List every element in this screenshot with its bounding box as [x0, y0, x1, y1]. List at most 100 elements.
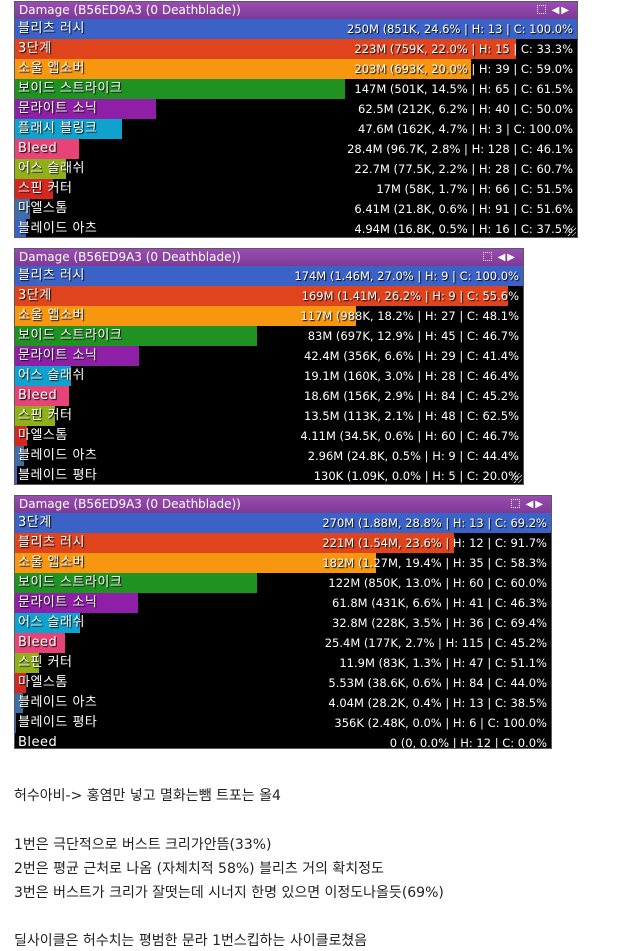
damage-bar	[15, 39, 517, 59]
meter-row[interactable]: 소울 앱소버 203M (693K, 20.0% | H: 39 | C: 59.…	[15, 59, 577, 79]
damage-bar	[15, 306, 357, 326]
meter-row[interactable]: 블레이드 아츠 4.04M (28.2K, 0.4% | H: 13 | C: 3…	[15, 693, 551, 713]
meter-row[interactable]: 보이드 스트라이크 147M (501K, 14.5% | H: 65 | C: …	[15, 79, 577, 99]
damage-bar	[15, 119, 122, 139]
comment-line: 허수아비-> 홍염만 넣고 멸화는뺌 트포는 올4	[14, 788, 281, 804]
meter-row[interactable]: 블리츠 러시 250M (851K, 24.6% | H: 13 | C: 100…	[15, 19, 577, 39]
meter-title: Damage (B56ED9A3 (0 Deathblade))	[19, 3, 241, 17]
meter-row[interactable]: Bleed 0 (0, 0.0% | H: 12 | C: 0.0%	[15, 733, 551, 749]
skill-stats: 182M (1.27M, 19.4% | H: 35 | C: 58.3%	[322, 556, 547, 570]
damage-bar	[15, 613, 80, 633]
meter-header[interactable]: Damage (B56ED9A3 (0 Deathblade)) ◀▶	[15, 249, 523, 266]
meter-row[interactable]: 3단계 169M (1.41M, 26.2% | H: 9 | C: 55.6%	[15, 286, 523, 306]
skill-stats: 83M (697K, 12.9% | H: 45 | C: 46.7%	[307, 329, 519, 343]
damage-bar	[15, 59, 472, 79]
skill-name: 블레이드 아츠	[18, 448, 98, 463]
damage-bar	[15, 426, 28, 446]
damage-bar	[15, 573, 258, 593]
skill-name: 소울 앱소버	[18, 555, 85, 570]
skill-stats: 2.96M (24.8K, 0.5% | H: 9 | C: 44.4%	[307, 449, 519, 463]
skill-stats: 117M (988K, 18.2% | H: 27 | C: 48.1%	[300, 309, 519, 323]
comment-line: 딜사이클은 허수치는 평범한 문라 1번스킵하는 사이클로쳤음	[14, 933, 368, 949]
meter-row[interactable]: Bleed 25.4M (177K, 2.7% | H: 115 | C: 45.…	[15, 633, 551, 653]
meter-row[interactable]: 3단계 270M (1.88M, 28.8% | H: 13 | C: 69.2%	[15, 513, 551, 533]
meter-row[interactable]: 문라이트 소닉 42.4M (356K, 6.6% | H: 29 | C: 41…	[15, 346, 523, 366]
skill-stats: 130K (1.09K, 0.0% | H: 5 | C: 20.0%	[313, 469, 519, 483]
settings-icon[interactable]	[536, 5, 546, 14]
meter-row[interactable]: 어스 슬래쉬 32.8M (228K, 3.5% | H: 36 | C: 69.…	[15, 613, 551, 633]
skill-name: 블리츠 러시	[18, 268, 85, 283]
skill-stats: 13.5M (113K, 2.1% | H: 48 | C: 62.5%	[304, 409, 519, 423]
skill-stats: 19.1M (160K, 3.0% | H: 28 | C: 46.4%	[304, 369, 519, 383]
skill-name: 마엘스톰	[18, 675, 68, 690]
skill-name: 문라이트 소닉	[18, 348, 98, 363]
skill-stats: 169M (1.41M, 26.2% | H: 9 | C: 55.6%	[301, 289, 519, 303]
damage-bar	[15, 266, 523, 286]
skill-stats: 32.8M (228K, 3.5% | H: 36 | C: 69.4%	[332, 616, 547, 630]
damage-meter-2: Damage (B56ED9A3 (0 Deathblade)) ◀▶ 블리츠 …	[14, 248, 524, 485]
meter-row[interactable]: 보이드 스트라이크 83M (697K, 12.9% | H: 45 | C: 4…	[15, 326, 523, 346]
skill-name: 소울 앱소버	[18, 308, 85, 323]
meter-header[interactable]: Damage (B56ED9A3 (0 Deathblade)) ◀▶	[15, 496, 551, 513]
meter-row[interactable]: 마엘스톰 5.53M (38.6K, 0.6% | H: 84 | C: 44.0…	[15, 673, 551, 693]
skill-name: 문라이트 소닉	[18, 595, 98, 610]
arrow-left-icon[interactable]: ◀	[551, 5, 562, 16]
meter-row[interactable]: 플래시 블링크 47.6M (162K, 4.7% | H: 3 | C: 100…	[15, 119, 577, 139]
meter-row[interactable]: 어스 슬래쉬 22.7M (77.5K, 2.2% | H: 28 | C: 60…	[15, 159, 577, 179]
comment-line: 1번은 극단적으로 버스트 크리가안뜸(33%)	[14, 837, 272, 853]
damage-bar	[15, 219, 27, 237]
meter-row[interactable]: 문라이트 소닉 62.5M (212K, 6.2% | H: 40 | C: 50…	[15, 99, 577, 119]
meter-row[interactable]: 스핀 커터 11.9M (83K, 1.3% | H: 47 | C: 51.1%	[15, 653, 551, 673]
arrow-left-icon[interactable]: ◀	[497, 252, 508, 263]
skill-stats: 6.41M (21.8K, 0.6% | H: 91 | C: 51.6%	[354, 202, 573, 216]
resize-grip-icon[interactable]	[512, 473, 522, 483]
meter-row[interactable]: 블레이드 아츠 2.96M (24.8K, 0.5% | H: 9 | C: 44…	[15, 446, 523, 466]
arrow-right-icon[interactable]: ▶	[535, 499, 545, 510]
meter-row[interactable]: 문라이트 소닉 61.8M (431K, 6.6% | H: 41 | C: 46…	[15, 593, 551, 613]
skill-stats: 11.9M (83K, 1.3% | H: 47 | C: 51.1%	[339, 656, 547, 670]
skill-name: Bleed	[18, 388, 58, 403]
skill-stats: 270M (1.88M, 28.8% | H: 13 | C: 69.2%	[322, 516, 547, 530]
skill-name: Bleed	[18, 735, 58, 749]
meter-row[interactable]: 블레이드 평타 356K (2.48K, 0.0% | H: 6 | C: 100…	[15, 713, 551, 733]
meter-row[interactable]: 3단계 223M (759K, 22.0% | H: 15 | C: 33.3%	[15, 39, 577, 59]
meter-row[interactable]: Bleed 28.4M (96.7K, 2.8% | H: 128 | C: 46…	[15, 139, 577, 159]
skill-stats: 42.4M (356K, 6.6% | H: 29 | C: 41.4%	[304, 349, 519, 363]
damage-bar	[15, 713, 17, 733]
skill-name: 보이드 스트라이크	[18, 575, 123, 590]
damage-bar	[15, 199, 30, 219]
skill-stats: 250M (851K, 24.6% | H: 13 | C: 100.0%	[347, 22, 573, 36]
meter-row[interactable]: 마엘스톰 6.41M (21.8K, 0.6% | H: 91 | C: 51.6…	[15, 199, 577, 219]
damage-bar	[15, 139, 80, 159]
skill-name: 마엘스톰	[18, 201, 68, 216]
settings-icon[interactable]	[510, 499, 520, 508]
meter-row[interactable]: 스핀 커터 17M (58K, 1.7% | H: 66 | C: 51.5%	[15, 179, 577, 199]
arrow-right-icon[interactable]: ▶	[507, 252, 517, 263]
skill-stats: 122M (850K, 13.0% | H: 60 | C: 60.0%	[328, 576, 547, 590]
meter-row[interactable]: 보이드 스트라이크 122M (850K, 13.0% | H: 60 | C: …	[15, 573, 551, 593]
arrow-left-icon[interactable]: ◀	[525, 499, 536, 510]
skill-stats: 223M (759K, 22.0% | H: 15 | C: 33.3%	[354, 42, 573, 56]
meter-row[interactable]: 마엘스톰 4.11M (34.5K, 0.6% | H: 60 | C: 46.7…	[15, 426, 523, 446]
meter-row[interactable]: 블레이드 아츠 4.94M (16.8K, 0.5% | H: 16 | C: 3…	[15, 219, 577, 237]
damage-bar	[15, 346, 139, 366]
meter-header[interactable]: Damage (B56ED9A3 (0 Deathblade)) ◀▶	[15, 2, 577, 19]
damage-bar	[15, 593, 138, 613]
meter-row[interactable]: 블리츠 러시 174M (1.46M, 27.0% | H: 9 | C: 100…	[15, 266, 523, 286]
meter-row[interactable]: 소울 앱소버 117M (988K, 18.2% | H: 27 | C: 48.…	[15, 306, 523, 326]
meter-row[interactable]: 소울 앱소버 182M (1.27M, 19.4% | H: 35 | C: 58…	[15, 553, 551, 573]
settings-icon[interactable]	[482, 252, 492, 261]
damage-bar	[15, 19, 577, 39]
meter-row[interactable]: 블레이드 평타 130K (1.09K, 0.0% | H: 5 | C: 20.…	[15, 466, 523, 484]
resize-grip-icon[interactable]	[566, 226, 576, 236]
skill-stats: 22.7M (77.5K, 2.2% | H: 28 | C: 60.7%	[354, 162, 573, 176]
meter-row[interactable]: 어스 슬래쉬 19.1M (160K, 3.0% | H: 28 | C: 46.…	[15, 366, 523, 386]
damage-bar	[15, 366, 71, 386]
meter-row[interactable]: Bleed 18.6M (156K, 2.9% | H: 84 | C: 45.2…	[15, 386, 523, 406]
damage-meter-3: Damage (B56ED9A3 (0 Deathblade)) ◀▶ 3단계 2…	[14, 495, 552, 749]
arrow-right-icon[interactable]: ▶	[561, 5, 571, 16]
skill-name: 스핀 커터	[18, 181, 73, 196]
damage-bar	[15, 466, 17, 484]
meter-row[interactable]: 스핀 커터 13.5M (113K, 2.1% | H: 48 | C: 62.5…	[15, 406, 523, 426]
meter-row[interactable]: 블리츠 러시 221M (1.54M, 23.6% | H: 12 | C: 91…	[15, 533, 551, 553]
